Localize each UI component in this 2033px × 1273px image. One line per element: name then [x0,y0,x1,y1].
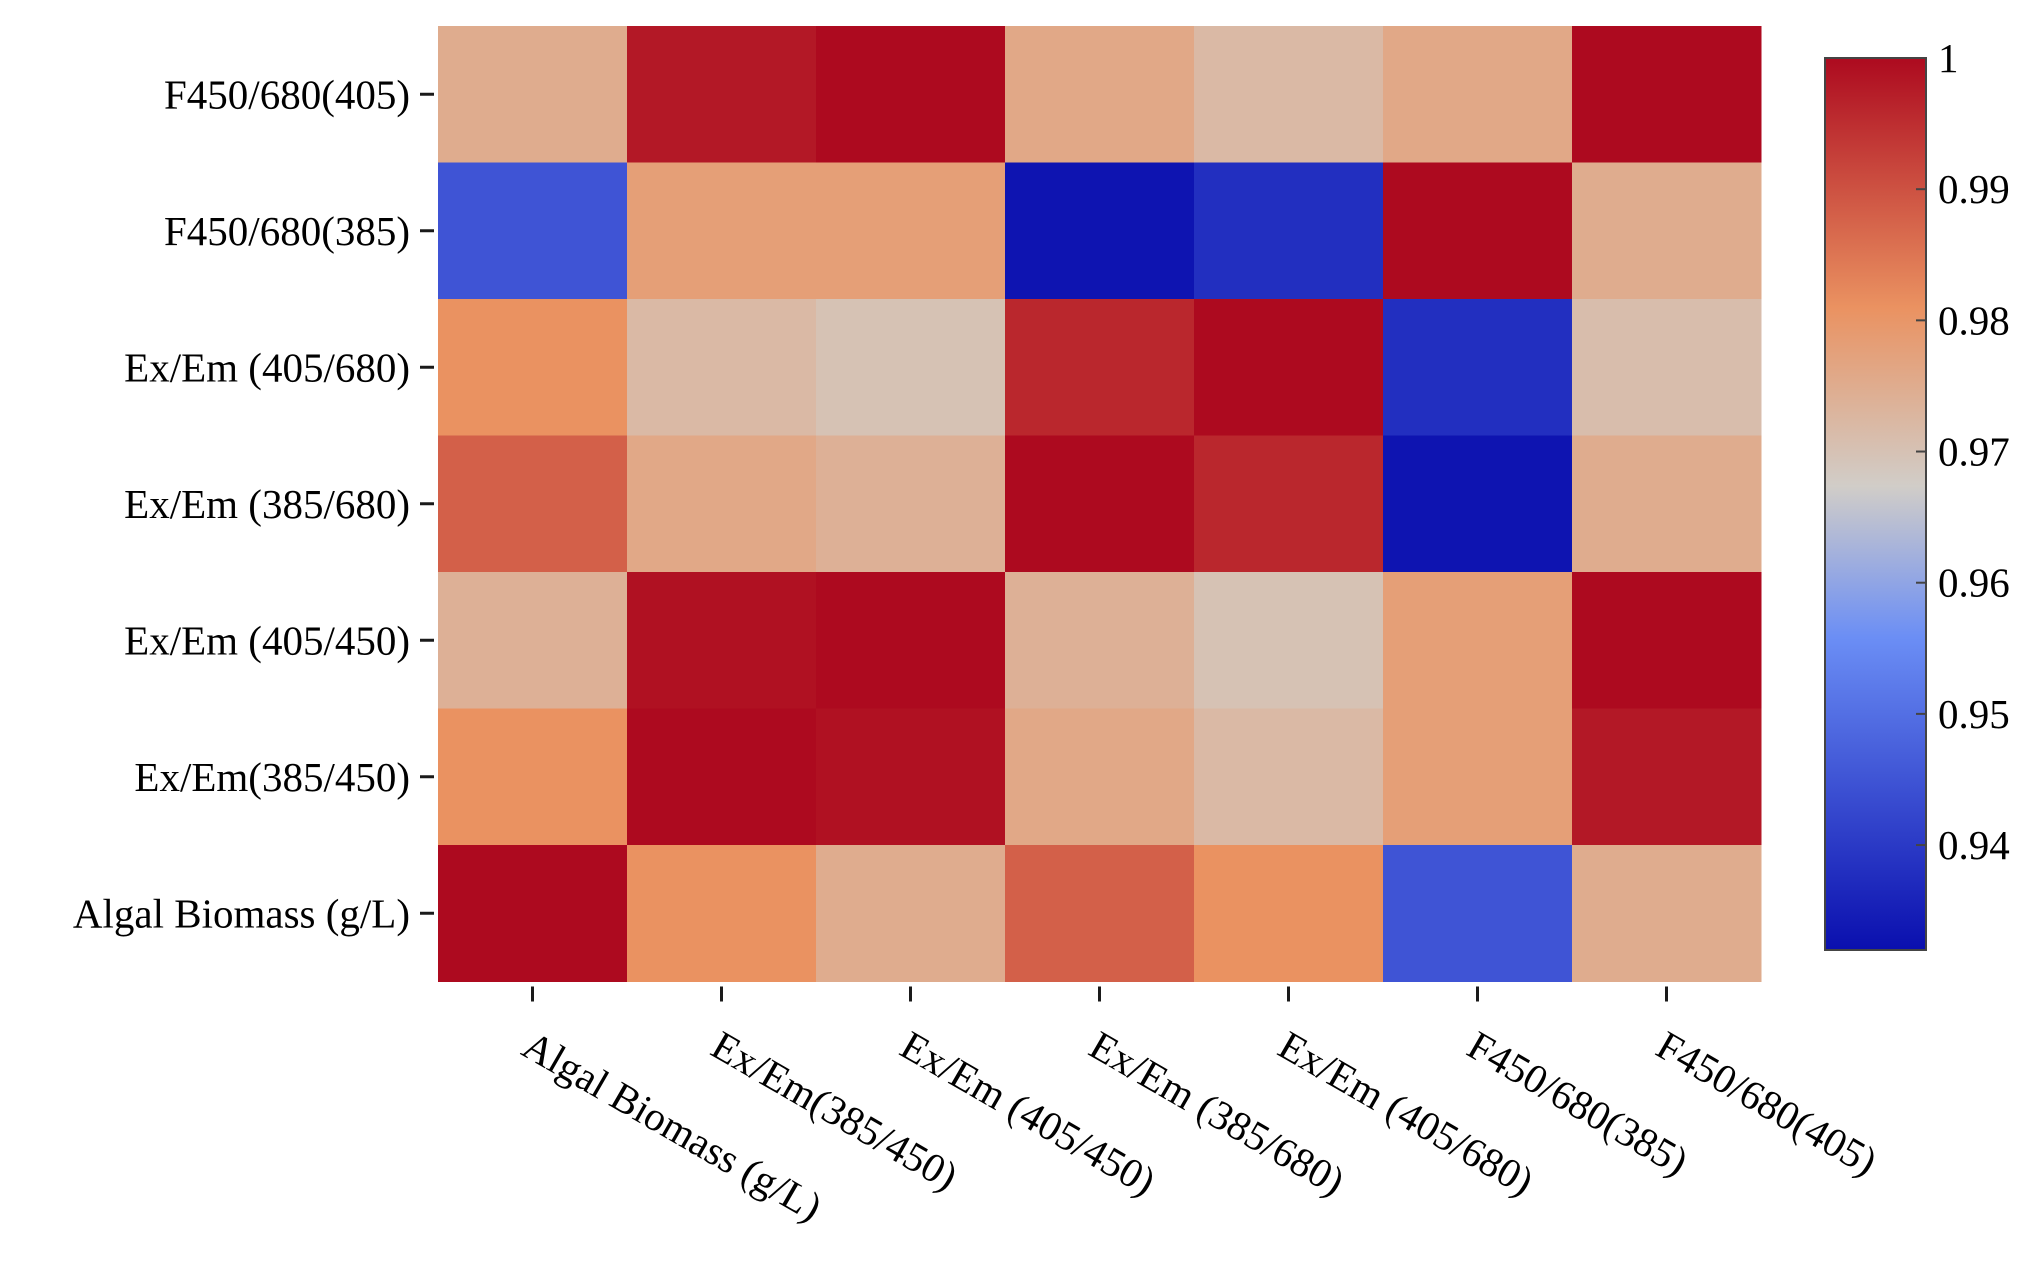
heatmap-cell [627,845,817,983]
heatmap-cell [1572,26,1762,164]
heatmap-cell [438,435,628,573]
heatmap-cell [816,299,1006,437]
heatmap-cell [816,162,1006,300]
heatmap-cell [1572,845,1762,983]
heatmap-cell [1383,162,1573,300]
heatmap-cell [1572,299,1762,437]
heatmap-cell [1383,299,1573,437]
colorbar-gradient [1824,57,1927,951]
heatmap-cell [816,845,1006,983]
heatmap-cell [1572,572,1762,710]
heatmap-cell [627,572,817,710]
colorbar-tick-label: 0.98 [1938,297,2010,343]
heatmap-cell [627,708,817,846]
heatmap-cell [627,162,817,300]
heatmap-cell [1005,299,1195,437]
heatmap-cells [438,26,1762,983]
heatmap-cell [627,299,817,437]
heatmap-cell [627,26,817,164]
heatmap-cell [816,572,1006,710]
y-tick-label: Ex/Em (385/680) [124,481,410,527]
heatmap-cell [816,435,1006,573]
heatmap-cell [1005,845,1195,983]
heatmap-cell [438,299,628,437]
heatmap-cell [1383,708,1573,846]
colorbar: 1 0.99 0.98 0.97 0.96 0.95 0.94 [1824,35,2010,951]
y-tick-label: Ex/Em (405/450) [124,617,410,663]
heatmap-cell [816,708,1006,846]
heatmap-cell [1005,708,1195,846]
heatmap-cell [1194,162,1384,300]
heatmap-cell [1005,26,1195,164]
heatmap-cell [1194,299,1384,437]
y-tick-label: Ex/Em (405/680) [124,344,410,390]
colorbar-tick-label: 0.99 [1938,166,2010,212]
heatmap-cell [1005,435,1195,573]
heatmap-cell [1194,26,1384,164]
colorbar-tick-label: 0.97 [1938,429,2010,475]
heatmap-cell [1194,845,1384,983]
y-tick-label: F450/680(405) [164,71,410,117]
heatmap-cell [1194,435,1384,573]
heatmap-cell [1194,708,1384,846]
heatmap-cell [627,435,817,573]
heatmap-cell [1572,708,1762,846]
y-tick-label: Ex/Em(385/450) [134,754,410,800]
heatmap-cell [1383,845,1573,983]
heatmap-cell [1005,572,1195,710]
heatmap-cell [816,26,1006,164]
heatmap-cell [438,572,628,710]
y-tick-label: F450/680(385) [164,208,410,254]
heatmap-cell [438,708,628,846]
x-axis: Algal Biomass (g/L)Ex/Em(385/450)Ex/Em (… [515,986,1885,1230]
heatmap-cell [1194,572,1384,710]
y-axis: F450/680(405) F450/680(385) Ex/Em (405/680… [73,71,434,936]
colorbar-tick-label: 0.94 [1938,822,2010,868]
colorbar-tick-label: 0.96 [1938,560,2010,606]
heatmap-cell [1005,162,1195,300]
heatmap-cell [1572,435,1762,573]
y-tick-label: Algal Biomass (g/L) [73,890,410,936]
colorbar-tick-label: 1 [1938,35,1959,81]
heatmap-cell [1572,162,1762,300]
heatmap-cell [438,845,628,983]
heatmap-cell [1383,26,1573,164]
heatmap-cell [1383,572,1573,710]
colorbar-tick-label: 0.95 [1938,691,2010,737]
heatmap-cell [438,162,628,300]
heatmap-cell [1383,435,1573,573]
heatmap-cell [438,26,628,164]
